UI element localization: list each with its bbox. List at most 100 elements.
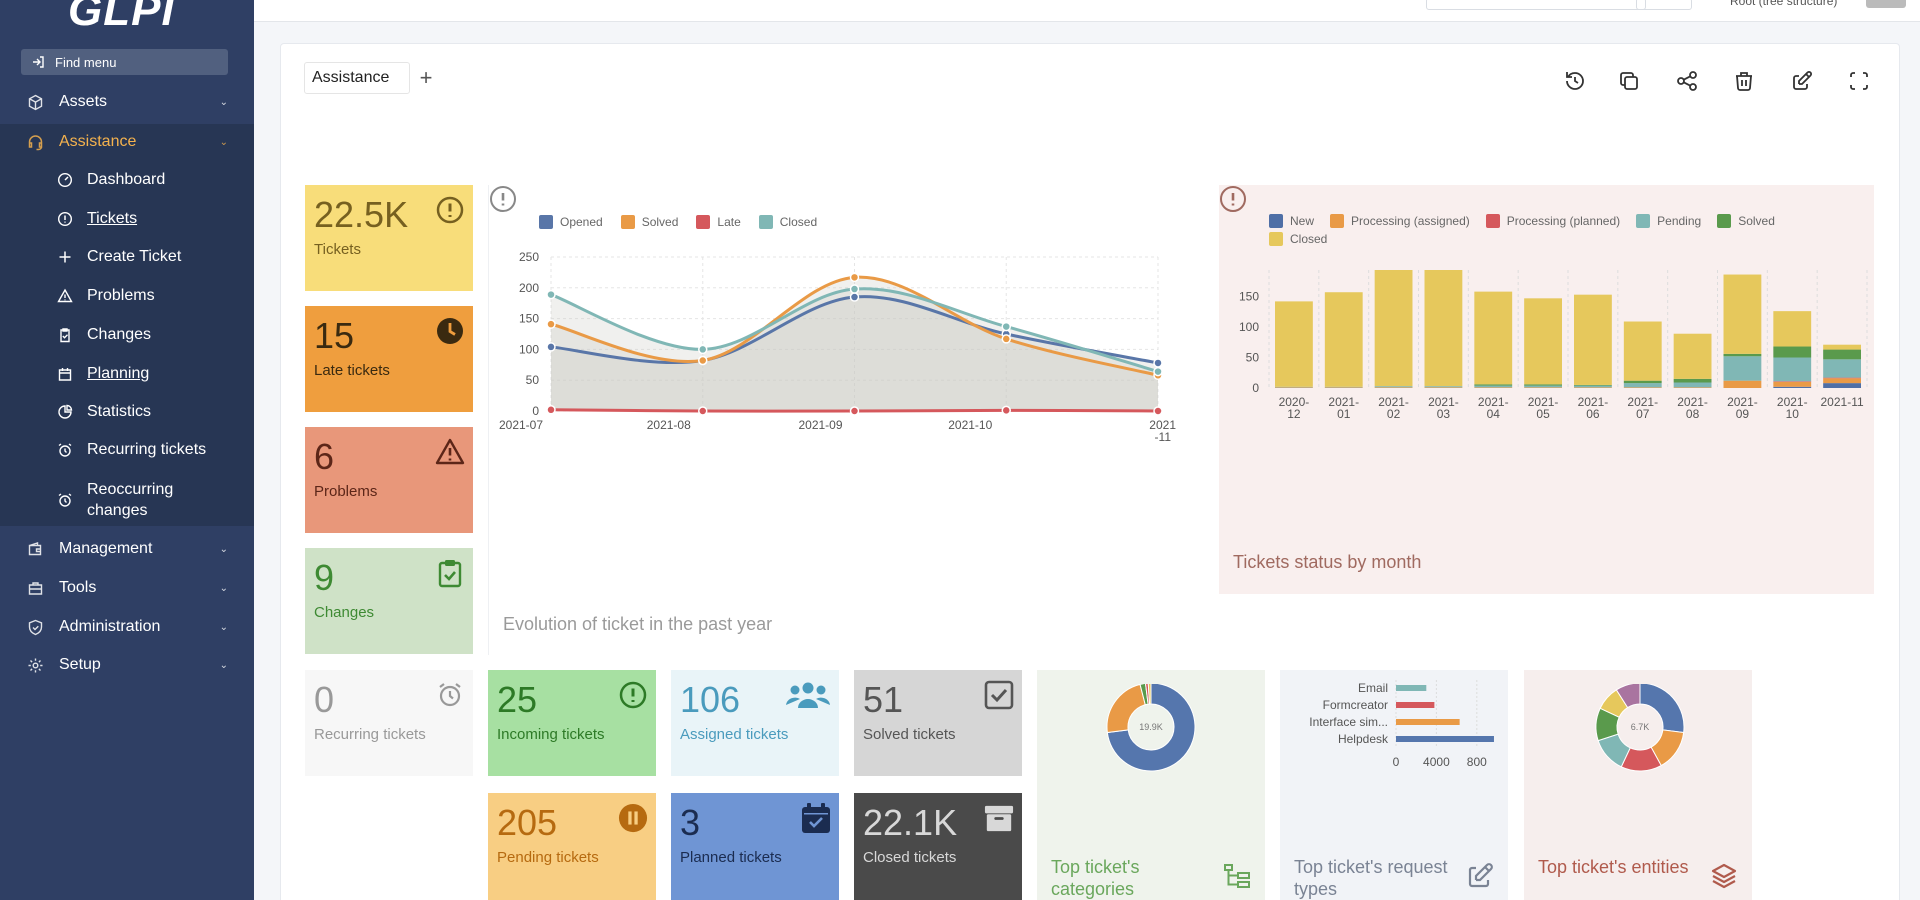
donut-center-label: 6.7K xyxy=(1631,722,1650,732)
legend-item: Closed xyxy=(1269,232,1327,246)
pie-slice xyxy=(1147,684,1152,705)
card-value: 3 xyxy=(680,802,701,843)
sidebar-item-tools[interactable]: Tools ⌄ xyxy=(0,570,254,606)
bar xyxy=(1396,685,1427,691)
duplicate-button[interactable] xyxy=(1614,66,1644,96)
gear-icon xyxy=(26,657,44,674)
legend-item: Solved xyxy=(1717,214,1775,228)
sidebar-item-tickets[interactable]: Tickets xyxy=(0,201,254,237)
bar-segment xyxy=(1524,384,1562,386)
card-solved-tickets[interactable]: 51 Solved tickets xyxy=(854,670,1022,776)
global-search-input[interactable] xyxy=(1426,0,1646,10)
sidebar-item-dashboard[interactable]: Dashboard xyxy=(0,162,254,198)
card-tickets[interactable]: 22.5K Tickets xyxy=(305,185,473,291)
tab-assistance[interactable]: Assistance xyxy=(304,62,410,94)
sidebar-item-management[interactable]: Management ⌄ xyxy=(0,531,254,567)
entity-selector[interactable]: Root (tree structure) xyxy=(1730,0,1838,8)
edit-icon xyxy=(1466,862,1494,890)
dashboard-icon xyxy=(56,172,74,188)
data-point xyxy=(698,344,708,355)
history-button[interactable] xyxy=(1560,66,1590,96)
sidebar-item-label: Setup xyxy=(59,656,101,673)
chart-legend: Opened Solved Late Closed xyxy=(539,215,817,229)
sidebar-item-label: Reoccurring changes xyxy=(87,481,174,519)
card-pending-tickets[interactable]: 205 Pending tickets xyxy=(488,793,656,900)
search-button[interactable] xyxy=(1636,0,1692,10)
data-point xyxy=(1001,334,1011,344)
share-button[interactable] xyxy=(1672,66,1702,96)
avatar[interactable] xyxy=(1866,0,1906,8)
delete-button[interactable] xyxy=(1729,66,1759,96)
y-tick-label: Email xyxy=(1358,681,1388,695)
tickets-status-by-month-chart: New Processing (assigned) Processing (pl… xyxy=(1219,185,1874,594)
x-tick-label: 2021- xyxy=(1727,395,1758,409)
card-planned-tickets[interactable]: 3 Planned tickets xyxy=(671,793,839,900)
sidebar-item-label: Problems xyxy=(87,287,155,304)
sidebar-item-reoccurring-changes[interactable]: Reoccurring changes xyxy=(0,472,254,528)
edit-button[interactable] xyxy=(1787,66,1817,96)
bar-segment xyxy=(1424,270,1463,387)
glpi-logo[interactable]: GLPI xyxy=(68,0,175,35)
card-label: Incoming tickets xyxy=(497,726,605,743)
sidebar-item-statistics[interactable]: Statistics xyxy=(0,394,254,430)
sidebar-item-changes[interactable]: Changes xyxy=(0,317,254,353)
bar-segment xyxy=(1275,386,1313,388)
sidebar-item-administration[interactable]: Administration ⌄ xyxy=(0,609,254,645)
trash-icon xyxy=(1736,72,1752,91)
card-label: Solved tickets xyxy=(863,726,956,743)
card-closed-tickets[interactable]: 22.1K Closed tickets xyxy=(854,793,1022,900)
card-value: 9 xyxy=(314,557,335,598)
bar-segment xyxy=(1623,387,1662,388)
y-tick-label: 0 xyxy=(1252,381,1259,395)
sidebar-item-assets[interactable]: Assets ⌄ xyxy=(0,84,254,120)
card-late-tickets[interactable]: 15 Late tickets xyxy=(305,306,473,412)
sitemap-icon xyxy=(1223,862,1251,890)
bar-segment xyxy=(1773,346,1812,358)
x-tick-label: 02 xyxy=(1387,407,1401,421)
sign-in-icon xyxy=(33,56,44,68)
share-icon xyxy=(1677,71,1697,91)
legend-item: New xyxy=(1269,214,1314,228)
bar-segment xyxy=(1424,387,1463,388)
sidebar-item-label: Create Ticket xyxy=(87,248,182,265)
bar-segment xyxy=(1324,292,1363,387)
find-menu-button[interactable]: Find menu xyxy=(21,49,228,75)
fullscreen-button[interactable] xyxy=(1844,66,1874,96)
x-tick-label: 0 xyxy=(1393,755,1400,769)
sidebar-item-setup[interactable]: Setup ⌄ xyxy=(0,647,254,683)
sidebar-item-create-ticket[interactable]: Create Ticket xyxy=(0,239,254,275)
card-value: 22.1K xyxy=(863,802,958,843)
card-incoming-tickets[interactable]: 25 Incoming tickets xyxy=(488,670,656,776)
bar-segment xyxy=(1673,387,1712,388)
chevron-down-icon: ⌄ xyxy=(219,582,228,594)
sidebar-item-assistance[interactable]: Assistance ⌄ xyxy=(0,124,254,160)
bar-segment xyxy=(1673,378,1712,383)
x-tick-label: 2021- xyxy=(1528,395,1559,409)
chart-title: Top ticket's request types xyxy=(1294,857,1448,899)
card-changes[interactable]: 9 Changes xyxy=(305,548,473,654)
data-point xyxy=(849,272,860,283)
card-value: 51 xyxy=(863,679,904,720)
legend-swatch xyxy=(1717,214,1732,228)
x-tick-label: 06 xyxy=(1586,407,1600,421)
card-problems[interactable]: 6 Problems xyxy=(305,427,473,533)
x-tick-label: 03 xyxy=(1437,407,1451,421)
history-icon xyxy=(1566,72,1584,90)
add-dashboard-button[interactable]: + xyxy=(419,65,433,90)
legend-label: New xyxy=(1290,214,1315,228)
sidebar-item-planning[interactable]: Planning xyxy=(0,356,254,392)
card-label: Closed tickets xyxy=(863,849,957,866)
card-recurring-tickets[interactable]: 0 Recurring tickets xyxy=(305,670,473,776)
layers-icon xyxy=(1710,862,1738,890)
series-area xyxy=(551,288,1158,411)
sidebar-item-label: Dashboard xyxy=(87,171,166,188)
x-tick-label: 2021- xyxy=(1677,395,1708,409)
fullscreen-icon xyxy=(1850,72,1868,90)
series-area xyxy=(551,296,1158,411)
sidebar-item-problems[interactable]: Problems xyxy=(0,278,254,314)
y-tick-label: 50 xyxy=(1246,351,1260,365)
sidebar-item-recurring-tickets[interactable]: Recurring tickets xyxy=(0,432,254,468)
y-tick-label: Helpdesk xyxy=(1338,732,1389,746)
card-assigned-tickets[interactable]: 106 Assigned tickets xyxy=(671,670,839,776)
line-chart-plot: 0 50 100 150 200 250 2021-07 2021-08 2021-09 2021… xyxy=(499,250,1176,444)
